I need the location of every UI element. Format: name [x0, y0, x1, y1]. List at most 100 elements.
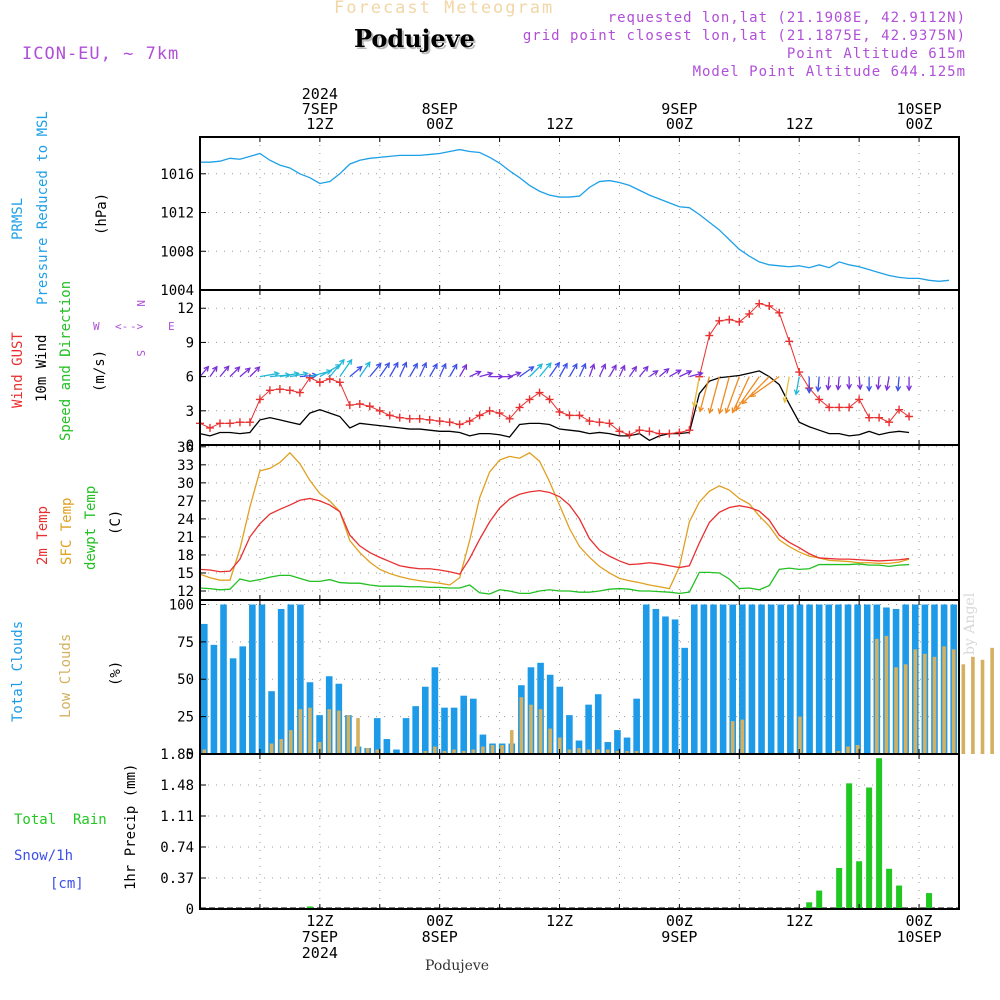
wind-arrow-head [825, 384, 832, 391]
wind-arrow [735, 376, 760, 411]
total-cloud-bar [239, 646, 247, 754]
total-cloud-bar [671, 619, 679, 754]
gust-marker [355, 399, 364, 408]
total-cloud-bar [393, 749, 400, 754]
y-tick-label: 1004 [160, 283, 194, 299]
low-cloud-bar [308, 707, 312, 754]
svg-text:<-: <- [115, 320, 128, 333]
y-tick-label: 36 [177, 440, 194, 456]
wind-arrow [529, 363, 543, 378]
gust-marker [565, 411, 574, 420]
total-cloud-bar [844, 604, 852, 754]
gust-marker [635, 426, 644, 435]
low-cloud-bar [606, 749, 610, 754]
wind-arrow-head [365, 361, 371, 368]
total-cloud-bar [604, 742, 612, 754]
total-cloud-bar [201, 623, 208, 754]
model-point-altitude: Model Point Altitude 644.125m [692, 64, 966, 80]
wind-arrow-head [835, 384, 842, 391]
gust-marker [205, 423, 214, 432]
low-cloud-bar [846, 746, 850, 754]
low-cloud-bar [452, 749, 456, 754]
wind-arrow-head [384, 361, 391, 369]
low-cloud-bar [903, 664, 908, 754]
total-clouds-label: Total Clouds [10, 621, 26, 722]
wind-arrow-head [717, 408, 724, 415]
wind-arrow-head [724, 407, 731, 415]
wind-arrow-head [203, 365, 210, 372]
wind-arrow [459, 364, 467, 377]
time-label-bottom: 12Z [786, 912, 813, 930]
snow-label: Snow/1h [14, 848, 73, 864]
meteogram-title: Forecast Meteogram [334, 0, 555, 18]
wind-arrow-head [581, 362, 587, 369]
gust-marker [665, 429, 674, 438]
total-cloud-bar [777, 604, 785, 754]
total-cloud-bar [277, 608, 285, 754]
low-cloud-bar [365, 748, 370, 754]
low-cloud-bar [586, 749, 591, 754]
total-cloud-bar [767, 604, 775, 754]
wind-arrow [369, 363, 382, 378]
gust-marker [485, 406, 494, 415]
time-label-top: 00Z [426, 115, 453, 133]
time-label-bottom: 9SEP [661, 928, 697, 946]
wind-arrow [578, 363, 587, 377]
wind-arrow [349, 366, 363, 378]
time-label-bottom: 8SEP [422, 928, 458, 946]
wind-arrow-head [856, 384, 863, 391]
total-cloud-bar [729, 604, 737, 754]
rain-bar [836, 867, 843, 909]
gust-marker [375, 406, 384, 415]
t2m-line [199, 490, 910, 575]
total-cloud-bar [710, 604, 717, 754]
wind-arrow-head [515, 371, 522, 377]
time-label-top: 2024 [302, 85, 338, 103]
wind-label: 10m Wind [34, 335, 50, 402]
wind-arrow-head [741, 398, 748, 405]
gust-marker [285, 386, 294, 395]
low-cloud-bar [356, 718, 360, 754]
panel-frame [199, 289, 960, 446]
y-tick-label: 1.11 [160, 809, 194, 825]
wind-dir-label: Speed and Direction [58, 281, 74, 441]
gust-marker [235, 418, 244, 427]
time-label-bottom: 00Z [906, 912, 933, 930]
wind-arrow-head [846, 383, 853, 390]
wind-arrow [658, 368, 670, 378]
total-cloud-bar [652, 608, 660, 754]
gust-marker [825, 403, 834, 412]
precip-unit: 1hr Precip (mm) [123, 764, 139, 890]
total-cloud-bar [642, 604, 650, 754]
panel-frame [199, 753, 960, 910]
footer-station: Podujeve [425, 958, 490, 974]
gust-marker [725, 315, 734, 324]
total-cloud-bar [316, 715, 323, 754]
total-cloud-bar [575, 740, 583, 754]
gust-marker [905, 412, 914, 421]
svg-text:->: -> [130, 320, 144, 333]
wind-arrow [693, 376, 700, 407]
y-tick-label: 18 [177, 548, 194, 564]
wind-arrow-head [507, 373, 514, 380]
low-clouds-label: Low Clouds [58, 634, 74, 718]
gust-marker [655, 429, 664, 438]
total-cloud-bar [835, 604, 842, 754]
gust-marker [455, 420, 464, 429]
wind-arrow [209, 366, 218, 377]
snow-unit: [cm] [50, 876, 84, 892]
wind-arrow-head [475, 370, 482, 376]
low-cloud-bar [961, 664, 966, 754]
wind-arrow [649, 370, 658, 378]
wind-arrow [519, 366, 534, 378]
total-cloud-bar [787, 604, 794, 754]
time-label-bottom: 7SEP [302, 928, 338, 946]
y-tick-label: 1008 [160, 244, 194, 260]
wind-arrow-head [562, 362, 568, 369]
gust-marker [435, 417, 444, 426]
time-label-bottom: 12Z [306, 912, 333, 930]
panel-frame [199, 136, 960, 291]
wind-arrow-head [326, 369, 333, 375]
model-name: ICON-EU, ~ 7km [22, 44, 180, 64]
